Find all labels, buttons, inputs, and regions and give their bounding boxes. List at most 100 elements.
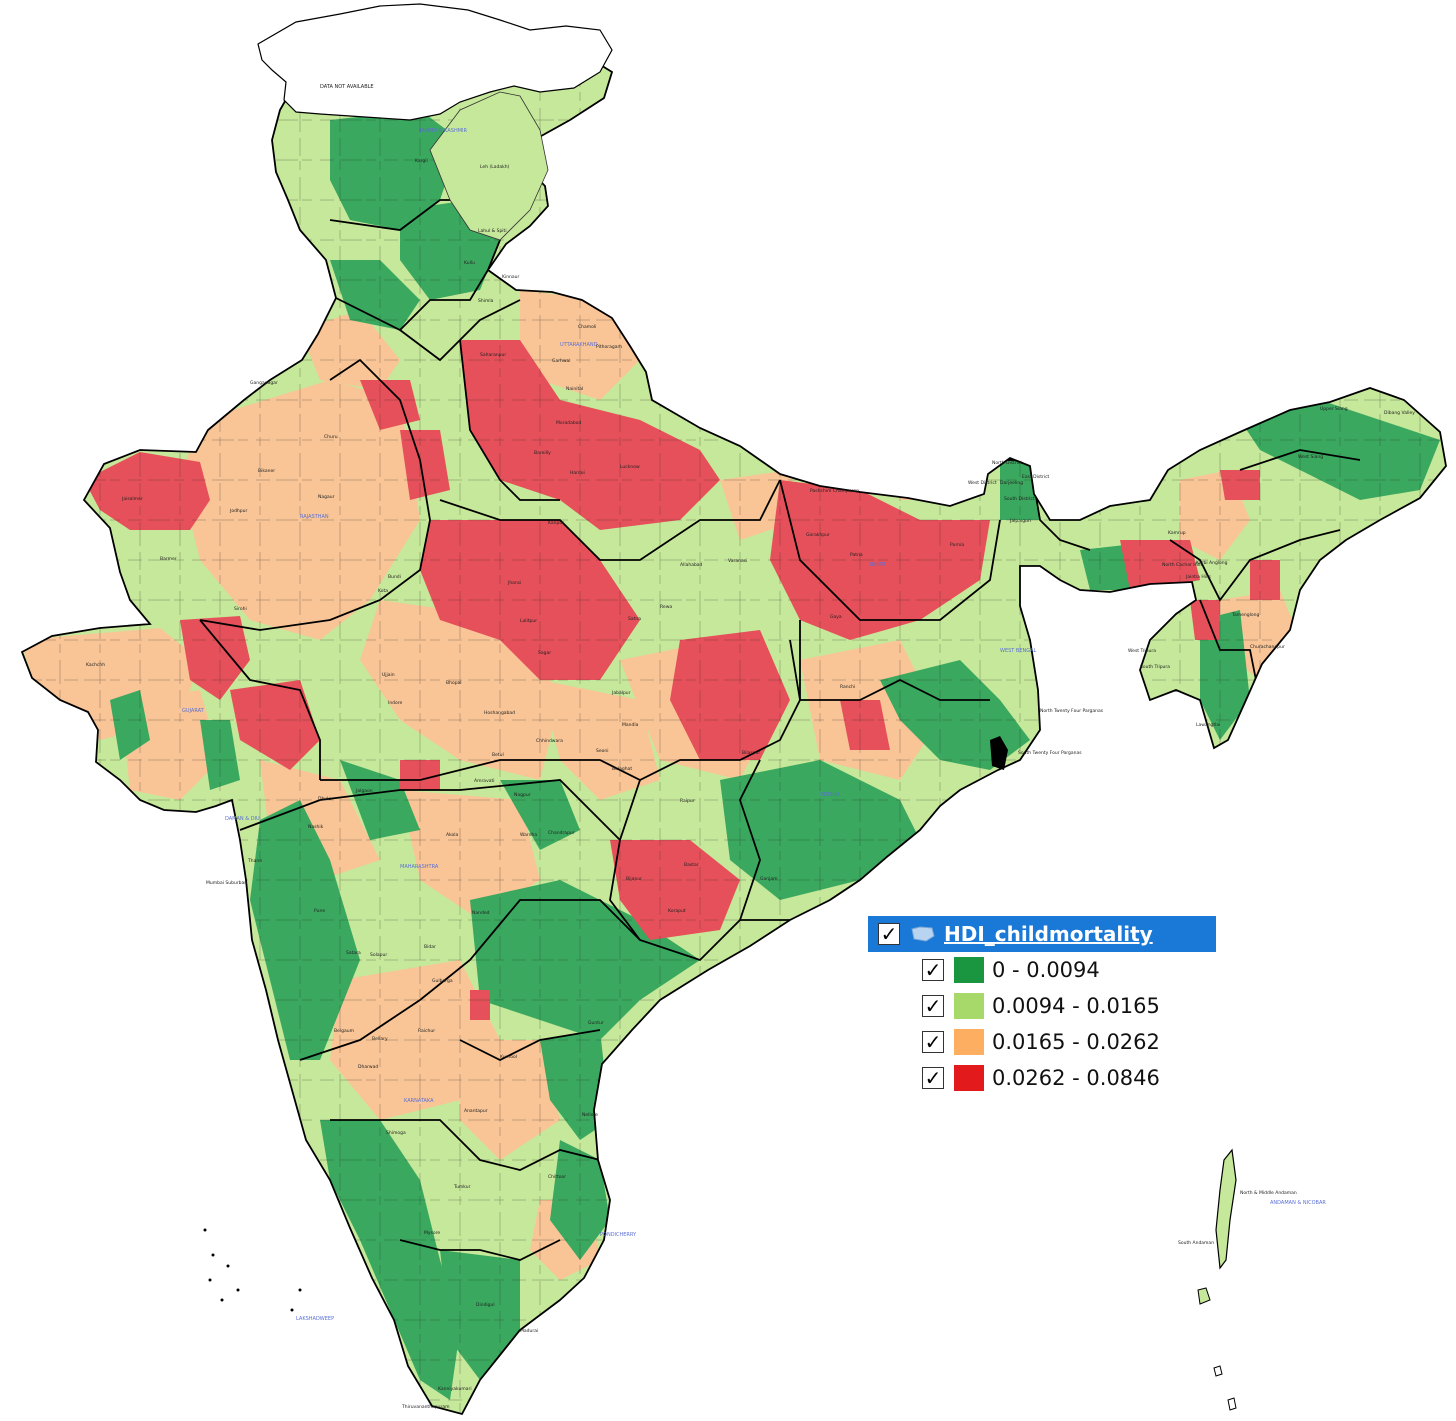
layer-legend: ✓ HDI_childmortality ✓ 0 - 0.0094 ✓ 0.00… bbox=[868, 916, 1216, 1096]
district-label: West Tripura bbox=[1128, 648, 1156, 654]
district-label: North Twenty Four Parganas bbox=[1040, 708, 1104, 714]
district-label: Guntur bbox=[588, 1020, 604, 1026]
andaman-nicobar-islands bbox=[1197, 1148, 1237, 1411]
legend-class-row: ✓ 0.0094 - 0.0165 bbox=[868, 988, 1216, 1024]
state-label: PONDICHERRY bbox=[600, 1232, 637, 1238]
state-label: KARNATAKA bbox=[404, 1098, 434, 1104]
district-label: Churu bbox=[324, 434, 338, 440]
district-label: Solapur bbox=[370, 952, 387, 958]
district-label: Jhansi bbox=[507, 580, 521, 586]
district-label: Kargil bbox=[415, 158, 428, 164]
legend-class-row: ✓ 0.0262 - 0.0846 bbox=[868, 1060, 1216, 1096]
district-label: South Tripura bbox=[1140, 664, 1170, 670]
state-label: WEST BENGAL bbox=[1000, 648, 1037, 654]
district-label: Gulbarga bbox=[432, 978, 453, 984]
district-label: Shimoga bbox=[386, 1130, 406, 1136]
district-label: Nashik bbox=[308, 824, 324, 830]
district-label: Kanniyakumari bbox=[438, 1386, 472, 1392]
layer-visibility-checkbox[interactable]: ✓ bbox=[878, 923, 900, 945]
district-label: North Cachar Hills bbox=[1162, 562, 1203, 568]
district-label: Bikaner bbox=[258, 468, 275, 474]
district-label: Satna bbox=[628, 616, 641, 622]
district-label: Pune bbox=[314, 908, 325, 914]
district-label: Mysore bbox=[424, 1230, 440, 1236]
class-range-label: 0.0094 - 0.0165 bbox=[992, 994, 1160, 1018]
district-label: Lucknow bbox=[620, 464, 640, 470]
class-checkbox[interactable]: ✓ bbox=[922, 1031, 944, 1053]
district-label: Chhindwara bbox=[536, 738, 563, 744]
sundarbans-delta bbox=[990, 736, 1008, 770]
state-label: JAMMU & KASHMIR bbox=[419, 128, 468, 134]
district-label: Karbi Anglong bbox=[1196, 560, 1228, 566]
class-swatch bbox=[954, 1029, 984, 1055]
state-label: LAKSHADWEEP bbox=[296, 1316, 334, 1322]
district-label: Purnia bbox=[950, 542, 964, 548]
state-label: MAHARASHTRA bbox=[400, 864, 439, 870]
district-label: Nellore bbox=[582, 1112, 598, 1118]
district-label: Kinnaur bbox=[502, 274, 520, 280]
class-swatch bbox=[954, 1065, 984, 1091]
district-label: Varanasi bbox=[728, 558, 747, 564]
district-label: Jabalpur bbox=[611, 690, 631, 696]
district-label: Bijapur bbox=[626, 876, 642, 882]
district-label: Chittoor bbox=[548, 1174, 566, 1180]
district-label: Dhule bbox=[318, 796, 331, 802]
district-label: Darjeeling bbox=[1000, 480, 1023, 486]
district-label: Indore bbox=[388, 700, 403, 706]
district-label: Patna bbox=[850, 552, 863, 558]
district-label: Bhopal bbox=[446, 680, 462, 686]
district-label: Tamenglong bbox=[1231, 612, 1259, 618]
district-label: Satara bbox=[346, 950, 361, 956]
district-label: Gorakhpur bbox=[806, 532, 830, 538]
district-label: South Twenty Four Parganas bbox=[1018, 750, 1082, 756]
district-label: Bundi bbox=[388, 574, 401, 580]
district-label: Thane bbox=[247, 858, 262, 864]
no-data-label: DATA NOT AVAILABLE bbox=[320, 84, 374, 90]
class-checkbox[interactable]: ✓ bbox=[922, 959, 944, 981]
district-labels: Leh (Ladakh) Kargil Jaisalmer Bikaner Jodhpu… bbox=[86, 158, 1415, 1410]
state-label: RAJASTHAN bbox=[300, 514, 329, 520]
layer-header[interactable]: ✓ HDI_childmortality bbox=[868, 916, 1216, 952]
district-label: Kachchh bbox=[86, 662, 105, 668]
district-label: Saharanpur bbox=[480, 352, 506, 358]
layer-name[interactable]: HDI_childmortality bbox=[944, 922, 1153, 946]
district-label: Jodhpur bbox=[229, 508, 247, 514]
district-label: Jalgaon bbox=[355, 788, 373, 794]
district-label: Garhwal bbox=[552, 358, 571, 364]
district-label: Bastar bbox=[684, 862, 699, 868]
district-label: Rewa bbox=[660, 604, 672, 610]
class-range-label: 0.0165 - 0.0262 bbox=[992, 1030, 1160, 1054]
district-label: Madurai bbox=[520, 1328, 538, 1334]
polygon-layer-icon bbox=[911, 926, 935, 942]
district-label: Lawangtlai bbox=[1196, 722, 1220, 728]
district-label: West Siang bbox=[1298, 454, 1323, 460]
district-label: East District bbox=[1022, 474, 1050, 480]
state-label: UTTARAKHAND bbox=[560, 342, 598, 348]
lakshadweep-islands bbox=[203, 1228, 302, 1312]
district-label: Upper Siang bbox=[1320, 406, 1348, 412]
district-label: Nagaur bbox=[318, 494, 335, 500]
state-label: ANDAMAN & NICOBAR bbox=[1270, 1200, 1326, 1206]
district-label: Betul bbox=[492, 752, 504, 758]
district-label: Seoni bbox=[596, 748, 608, 754]
district-label: Ganjam bbox=[760, 876, 778, 882]
class-checkbox[interactable]: ✓ bbox=[922, 995, 944, 1017]
district-label: Raipur bbox=[680, 798, 695, 804]
class-checkbox[interactable]: ✓ bbox=[922, 1067, 944, 1089]
district-label: Mandla bbox=[622, 722, 639, 728]
district-label: Kullu bbox=[464, 260, 475, 266]
district-label: Hardoi bbox=[570, 470, 585, 476]
district-label: Pashchim Champaran bbox=[810, 488, 859, 494]
district-label: South District bbox=[1004, 496, 1035, 502]
district-label: Chandrapur bbox=[548, 830, 575, 836]
district-label: Dibang Valley bbox=[1384, 410, 1415, 416]
district-label: Nainital bbox=[566, 386, 583, 392]
district-label: Moradabad bbox=[556, 420, 581, 426]
district-label: Churachandpur bbox=[1250, 644, 1285, 650]
class-range-label: 0.0262 - 0.0846 bbox=[992, 1066, 1160, 1090]
district-label: North & Middle Andaman bbox=[1240, 1190, 1297, 1196]
district-label: Gaya bbox=[830, 614, 842, 620]
district-label: South Andaman bbox=[1178, 1240, 1214, 1246]
district-label: West District bbox=[968, 480, 997, 486]
district-label: Bellary bbox=[372, 1036, 388, 1042]
